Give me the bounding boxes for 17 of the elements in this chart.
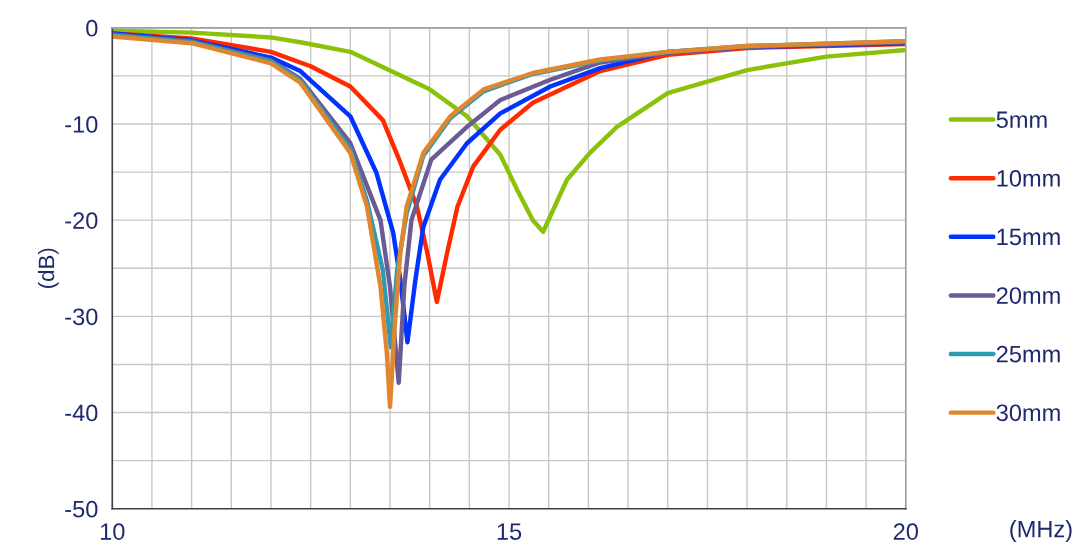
x-tick-label: 15 [497, 523, 522, 540]
y-tick-label: -40 [65, 404, 98, 422]
legend-label: 10mm [997, 169, 1060, 187]
legend-label: 5mm [996, 111, 1047, 129]
y-tick-label: -20 [65, 212, 98, 229]
legend-label: 30mm [996, 404, 1060, 422]
y-tick-label: -30 [65, 308, 98, 326]
x-tick-label: 10 [100, 523, 125, 540]
y-tick-label: -10 [65, 116, 98, 133]
x-axis-title: (MHz) [1010, 520, 1072, 543]
y-tick-label: -50 [65, 500, 98, 518]
legend-label: 25mm [996, 345, 1060, 363]
x-tick-label: 20 [893, 523, 918, 540]
legend-label: 20mm [996, 287, 1060, 304]
y-tick-label: 0 [86, 19, 98, 37]
legend-label: 15mm [997, 228, 1060, 246]
y-axis-title: (dB) [37, 248, 59, 288]
